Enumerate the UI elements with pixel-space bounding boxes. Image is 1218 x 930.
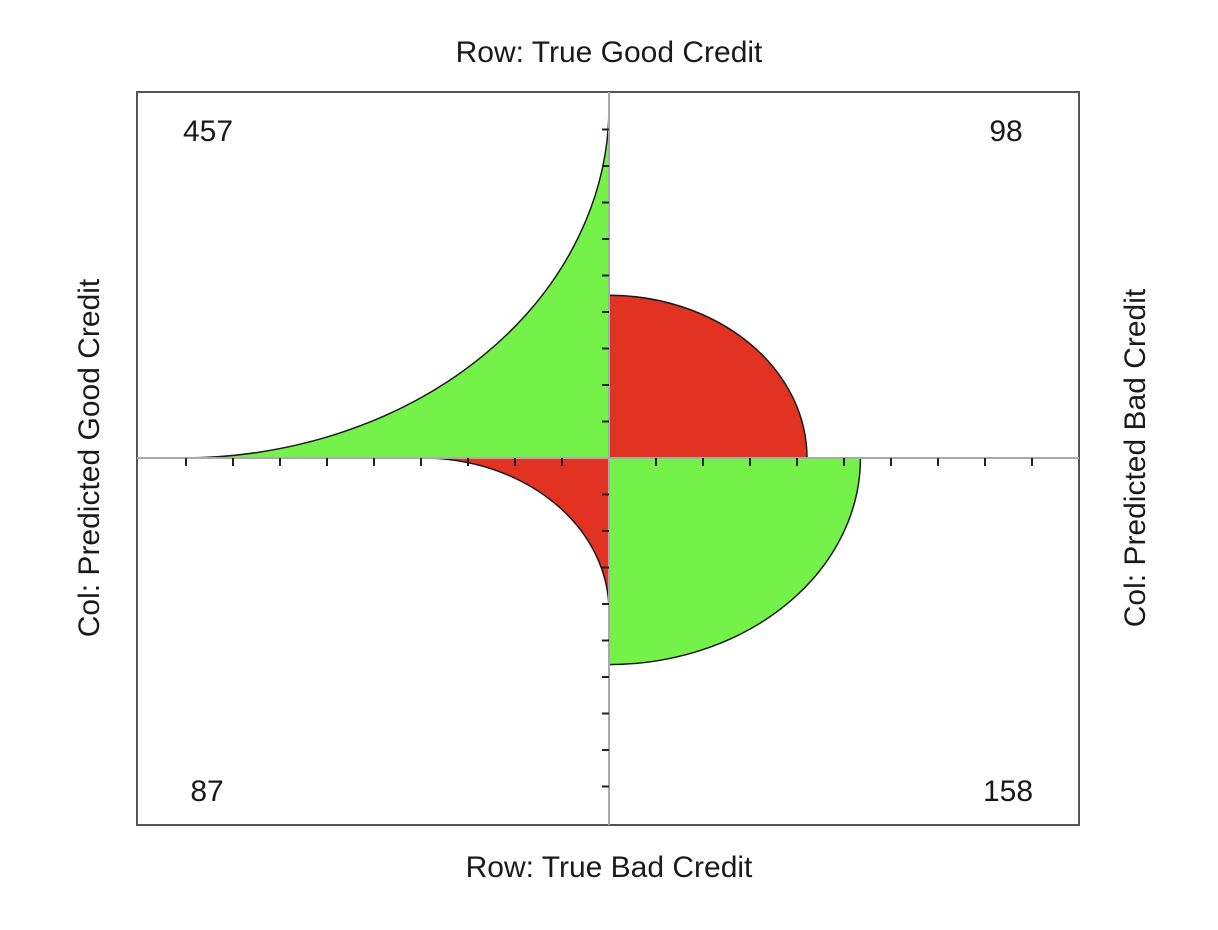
quadrant-sectors (181, 106, 862, 666)
title-bottom: Row: True Bad Credit (466, 851, 753, 884)
sector-bottom-left (422, 457, 610, 612)
sector-bottom-right (608, 457, 862, 666)
label-right: Col: Predicted Bad Credit (1119, 288, 1152, 627)
center-axes (137, 92, 1079, 825)
count-label-bottom-left: 87 (190, 775, 223, 808)
title-top: Row: True Good Credit (456, 36, 763, 69)
count-label-top-right: 98 (989, 115, 1022, 148)
axis-ticks (185, 128, 1033, 788)
label-left: Col: Predicted Good Credit (73, 278, 106, 637)
sector-top-left (181, 106, 610, 459)
count-label-bottom-right: 158 (983, 775, 1033, 808)
sector-top-right (608, 294, 808, 459)
count-label-top-left: 457 (183, 115, 233, 148)
